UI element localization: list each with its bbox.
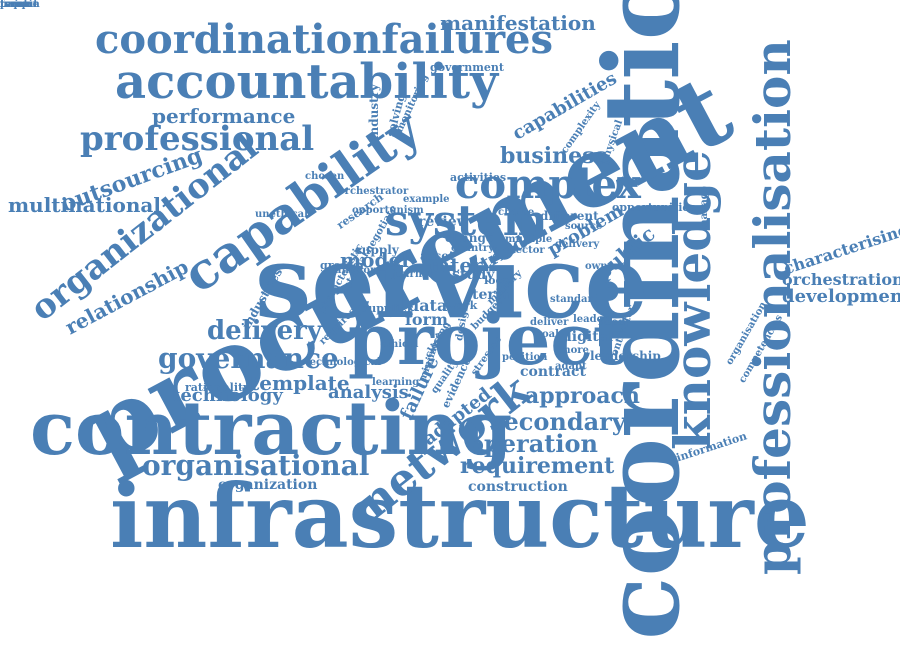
- word-learning-73: learning: [372, 377, 420, 388]
- word-orchestration-40: orchestration: [782, 270, 900, 289]
- word-delivery-94: delivery: [555, 239, 600, 250]
- word-more-78: more: [560, 345, 589, 356]
- word-professional-15: professional: [80, 119, 315, 159]
- word-activities-72: activities: [450, 171, 507, 184]
- word-journal-111: journal: [392, 269, 433, 280]
- word-digital-47: digital: [562, 329, 614, 345]
- word-multinational-24: multinational: [8, 193, 161, 217]
- word-analysis-31: analysis: [328, 382, 409, 403]
- word-leadership-46: leadership: [590, 349, 661, 363]
- word-remain-115: remain: [0, 0, 40, 10]
- word-knowledge-7: knowledge: [663, 150, 722, 450]
- word-supply-64: supply: [355, 243, 399, 257]
- word-multiple-110: multiple: [505, 234, 553, 245]
- word-delivery-18: delivery: [207, 316, 322, 346]
- word-country-92: country: [451, 243, 494, 254]
- word-project-5: project: [348, 298, 626, 381]
- word-complex-13: complex: [455, 161, 641, 208]
- word-source-95: source: [565, 221, 603, 232]
- word-adapt-113: adapt: [555, 361, 587, 372]
- word-operation-20: operation: [468, 429, 598, 458]
- word-ethical-84: ethical: [380, 339, 419, 350]
- word-local-57: local: [484, 274, 514, 287]
- word-opportunities-59: opportunities: [612, 201, 696, 214]
- word-owner-96: owner: [585, 261, 620, 272]
- word-function-91: function: [330, 265, 378, 276]
- word-term-53: term: [472, 287, 510, 303]
- word-technological-75: technological: [305, 357, 381, 368]
- word-governance-16: governance: [158, 342, 339, 375]
- word-supplier-76: supplier: [362, 302, 413, 315]
- word-leader-58: leader: [573, 314, 609, 325]
- word-goal-109: goal: [535, 329, 559, 340]
- word-focal-116: focal: [0, 0, 28, 10]
- word-form-49: form: [405, 310, 448, 329]
- word-standard-82: standard: [550, 294, 600, 305]
- word-government-54: government: [430, 61, 504, 74]
- word-choice-97: choice: [498, 207, 535, 218]
- word-approach-22: approach: [525, 383, 640, 409]
- word-contract-45: contract: [520, 364, 586, 380]
- word-development-39: development: [782, 286, 900, 307]
- word-performance-26: performance: [152, 104, 296, 128]
- word-model-37: model: [340, 248, 409, 272]
- word-change-63: change: [445, 231, 494, 245]
- word-deliver-108: deliver: [530, 317, 569, 328]
- word-study-52: study: [452, 267, 495, 283]
- word-work-77: work: [447, 299, 478, 312]
- word-secondary-19: secondary: [490, 407, 626, 436]
- word-industry-67: industry: [367, 84, 381, 140]
- word-position-99: position: [502, 352, 548, 363]
- word-chosen-86: chosen: [305, 171, 345, 182]
- word-construction-44: construction: [468, 479, 568, 495]
- word-contracting-4: contracting: [30, 386, 513, 472]
- word-orchestrator-87: orchestrator: [338, 186, 409, 197]
- word-manifestation-28: manifestation: [440, 11, 596, 35]
- word-organisational-17: organisational: [142, 449, 370, 482]
- word-requirement-21: requirement: [460, 453, 615, 479]
- word-need-79: need: [598, 317, 625, 328]
- word-rationality-74: rationality: [185, 381, 250, 394]
- word-unethical-85: unethical: [255, 209, 308, 220]
- word-example-89: example: [403, 194, 450, 205]
- word-coordinationfailures-11: coordinationfailures: [95, 16, 554, 63]
- word-accountability-10: accountability: [115, 54, 498, 110]
- word-paper-114: paper: [0, 0, 33, 10]
- word-service-2: service: [255, 223, 649, 341]
- word-template-29: template: [250, 371, 350, 395]
- word-system-12: system: [385, 196, 548, 245]
- word-formal-117: formal: [0, 0, 38, 10]
- word-infrastructure-3: infrastructure: [110, 464, 810, 568]
- word-opportunism-88: opportunism: [352, 205, 424, 216]
- word-review-50: review: [418, 214, 469, 230]
- word-inter-38: inter: [428, 253, 483, 277]
- word-greater-66: greater: [320, 259, 366, 272]
- word-asset-65: asset: [420, 249, 455, 263]
- word-organization-43: organization: [218, 477, 318, 493]
- word-different-62: different: [540, 209, 599, 223]
- word-sector-93: sector: [510, 245, 545, 256]
- word-data-48: data: [408, 296, 448, 315]
- word-technology-30: technology: [172, 385, 283, 406]
- word-unique-118: unique: [0, 0, 39, 10]
- word-business-27: business: [500, 143, 607, 169]
- word-manage-98: manage: [699, 185, 710, 230]
